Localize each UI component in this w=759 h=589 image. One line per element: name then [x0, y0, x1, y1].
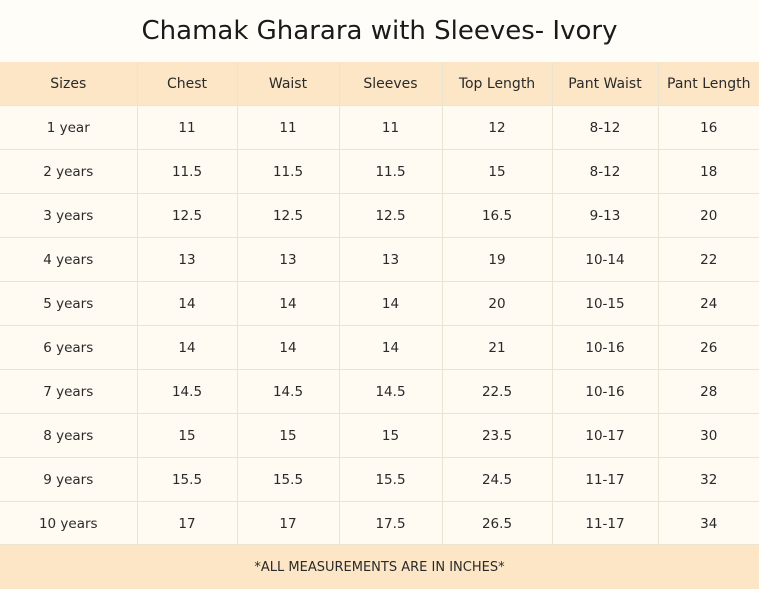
- cell-top-length: 19: [442, 237, 553, 282]
- cell-top-length: 15: [442, 149, 553, 194]
- cell-waist: 11: [237, 105, 340, 150]
- chart-title: Chamak Gharara with Sleeves- Ivory: [0, 0, 759, 63]
- table-row: 3 years 12.5 12.5 12.5 16.5 9-13 20: [0, 193, 759, 238]
- cell-top-length: 20: [442, 281, 553, 326]
- header-sizes: Sizes: [0, 62, 138, 106]
- cell-waist: 17: [237, 501, 340, 546]
- cell-size: 10 years: [0, 501, 138, 546]
- cell-sleeves: 14: [339, 325, 443, 370]
- cell-size: 1 year: [0, 105, 138, 150]
- cell-top-length: 22.5: [442, 369, 553, 414]
- cell-waist: 15: [237, 413, 340, 458]
- cell-chest: 12.5: [137, 193, 238, 238]
- cell-pant-waist: 9-13: [552, 193, 659, 238]
- cell-sleeves: 14.5: [339, 369, 443, 414]
- cell-waist: 13: [237, 237, 340, 282]
- cell-pant-length: 16: [658, 105, 759, 150]
- cell-pant-waist: 10-15: [552, 281, 659, 326]
- cell-waist: 15.5: [237, 457, 340, 502]
- cell-size: 3 years: [0, 193, 138, 238]
- cell-sleeves: 12.5: [339, 193, 443, 238]
- cell-top-length: 16.5: [442, 193, 553, 238]
- cell-sleeves: 11.5: [339, 149, 443, 194]
- header-top-length: Top Length: [442, 62, 553, 106]
- cell-pant-waist: 11-17: [552, 457, 659, 502]
- cell-chest: 15.5: [137, 457, 238, 502]
- header-chest: Chest: [137, 62, 238, 106]
- table-row: 1 year 11 11 11 12 8-12 16: [0, 105, 759, 150]
- cell-sleeves: 11: [339, 105, 443, 150]
- table-row: 6 years 14 14 14 21 10-16 26: [0, 325, 759, 370]
- cell-chest: 11: [137, 105, 238, 150]
- cell-chest: 15: [137, 413, 238, 458]
- table-row: 7 years 14.5 14.5 14.5 22.5 10-16 28: [0, 369, 759, 414]
- cell-waist: 14: [237, 325, 340, 370]
- cell-waist: 11.5: [237, 149, 340, 194]
- cell-chest: 14: [137, 281, 238, 326]
- cell-pant-length: 22: [658, 237, 759, 282]
- cell-top-length: 21: [442, 325, 553, 370]
- table-row: 8 years 15 15 15 23.5 10-17 30: [0, 413, 759, 458]
- cell-sleeves: 13: [339, 237, 443, 282]
- cell-pant-waist: 10-14: [552, 237, 659, 282]
- cell-size: 9 years: [0, 457, 138, 502]
- cell-sleeves: 14: [339, 281, 443, 326]
- cell-size: 7 years: [0, 369, 138, 414]
- cell-waist: 14.5: [237, 369, 340, 414]
- cell-pant-waist: 8-12: [552, 149, 659, 194]
- cell-waist: 14: [237, 281, 340, 326]
- cell-sleeves: 15: [339, 413, 443, 458]
- cell-pant-length: 26: [658, 325, 759, 370]
- cell-chest: 17: [137, 501, 238, 546]
- cell-pant-length: 28: [658, 369, 759, 414]
- cell-pant-length: 20: [658, 193, 759, 238]
- cell-chest: 11.5: [137, 149, 238, 194]
- cell-size: 2 years: [0, 149, 138, 194]
- header-row: Sizes Chest Waist Sleeves Top Length Pan…: [0, 62, 759, 106]
- cell-pant-waist: 10-16: [552, 369, 659, 414]
- table-row: 9 years 15.5 15.5 15.5 24.5 11-17 32: [0, 457, 759, 502]
- cell-pant-length: 24: [658, 281, 759, 326]
- cell-top-length: 24.5: [442, 457, 553, 502]
- cell-top-length: 23.5: [442, 413, 553, 458]
- table-row: 10 years 17 17 17.5 26.5 11-17 34: [0, 501, 759, 546]
- cell-size: 8 years: [0, 413, 138, 458]
- cell-pant-waist: 11-17: [552, 501, 659, 546]
- header-pant-waist: Pant Waist: [552, 62, 659, 106]
- cell-sleeves: 17.5: [339, 501, 443, 546]
- cell-chest: 14: [137, 325, 238, 370]
- cell-pant-waist: 8-12: [552, 105, 659, 150]
- cell-pant-length: 30: [658, 413, 759, 458]
- cell-size: 6 years: [0, 325, 138, 370]
- cell-pant-length: 18: [658, 149, 759, 194]
- cell-top-length: 12: [442, 105, 553, 150]
- table-row: 4 years 13 13 13 19 10-14 22: [0, 237, 759, 282]
- table-row: 2 years 11.5 11.5 11.5 15 8-12 18: [0, 149, 759, 194]
- header-pant-length: Pant Length: [658, 62, 759, 106]
- table-row: 5 years 14 14 14 20 10-15 24: [0, 281, 759, 326]
- table-body: 1 year 11 11 11 12 8-12 16 2 years 11.5 11.5 11.5 1…: [0, 105, 759, 546]
- cell-pant-waist: 10-16: [552, 325, 659, 370]
- cell-waist: 12.5: [237, 193, 340, 238]
- cell-top-length: 26.5: [442, 501, 553, 546]
- cell-pant-length: 34: [658, 501, 759, 546]
- cell-chest: 14.5: [137, 369, 238, 414]
- cell-size: 4 years: [0, 237, 138, 282]
- cell-chest: 13: [137, 237, 238, 282]
- cell-pant-length: 32: [658, 457, 759, 502]
- header-waist: Waist: [237, 62, 340, 106]
- cell-sleeves: 15.5: [339, 457, 443, 502]
- header-sleeves: Sleeves: [339, 62, 443, 106]
- cell-size: 5 years: [0, 281, 138, 326]
- cell-pant-waist: 10-17: [552, 413, 659, 458]
- measurement-note: *ALL MEASUREMENTS ARE IN INCHES*: [0, 544, 759, 589]
- size-chart-table: Sizes Chest Waist Sleeves Top Length Pan…: [0, 62, 759, 546]
